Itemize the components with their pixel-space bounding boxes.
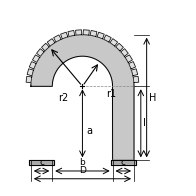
Polygon shape	[104, 35, 111, 42]
Polygon shape	[110, 39, 118, 46]
Text: D: D	[79, 166, 86, 175]
Polygon shape	[132, 69, 138, 76]
Polygon shape	[129, 62, 135, 69]
Text: I: I	[143, 118, 146, 128]
Polygon shape	[111, 160, 136, 165]
Text: c: c	[39, 159, 44, 167]
Text: r1: r1	[106, 89, 116, 99]
Polygon shape	[90, 31, 97, 36]
Polygon shape	[29, 160, 54, 165]
Polygon shape	[26, 76, 32, 83]
Polygon shape	[76, 30, 82, 35]
Polygon shape	[27, 69, 33, 76]
Polygon shape	[31, 35, 134, 160]
Text: b: b	[80, 159, 85, 167]
Polygon shape	[29, 62, 36, 69]
Polygon shape	[133, 76, 139, 83]
Polygon shape	[37, 49, 44, 56]
Polygon shape	[83, 30, 89, 35]
Text: H: H	[149, 93, 156, 103]
Polygon shape	[68, 31, 75, 36]
Text: r2: r2	[58, 93, 68, 103]
Polygon shape	[61, 32, 68, 39]
Polygon shape	[121, 49, 128, 56]
Polygon shape	[42, 43, 49, 51]
Polygon shape	[125, 55, 132, 62]
Polygon shape	[116, 43, 123, 51]
Polygon shape	[33, 55, 40, 62]
Polygon shape	[97, 32, 104, 39]
Text: c: c	[121, 159, 126, 167]
Polygon shape	[54, 35, 61, 42]
Polygon shape	[47, 39, 55, 46]
Text: a: a	[86, 126, 92, 136]
